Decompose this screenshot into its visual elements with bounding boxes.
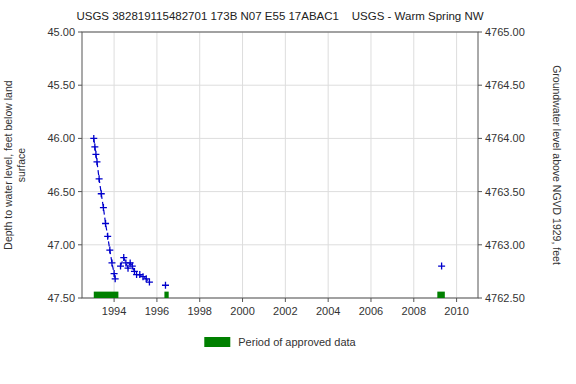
tick-label-x: 2002 [273, 305, 297, 317]
tick-label-y2: 4763.00 [485, 239, 525, 251]
tick-x [413, 298, 414, 302]
tick-label-y: 45.50 [47, 79, 75, 91]
tick-label-y2: 4764.50 [485, 79, 525, 91]
y-axis-label-line: Depth to water level, feet below land [2, 80, 14, 249]
tick-y [78, 32, 82, 33]
tick-label-y: 46.00 [47, 132, 75, 144]
point-marker [98, 190, 105, 197]
tick-label-x: 2010 [444, 305, 468, 317]
point-marker [146, 279, 153, 286]
grid-line-x [114, 32, 115, 298]
tick-label-y: 46.50 [47, 186, 75, 198]
grid-line-x [456, 32, 457, 298]
tick-y [78, 298, 82, 299]
approved-period-bar [94, 292, 119, 298]
point-marker [111, 270, 118, 277]
tick-y2 [478, 298, 482, 299]
point-marker [104, 233, 111, 240]
tick-x [328, 298, 329, 302]
series-line [94, 138, 115, 278]
grid-line-y [82, 191, 478, 192]
y-axis-label: Depth to water level, feet below landsur… [2, 80, 27, 249]
tick-y2 [478, 244, 482, 245]
grid-line-x [285, 32, 286, 298]
point-marker [162, 282, 169, 289]
grid-line-x [242, 32, 243, 298]
tick-x [285, 298, 286, 302]
point-marker [92, 151, 99, 158]
grid-line-x [328, 32, 329, 298]
point-marker [102, 220, 109, 227]
approved-period-bar [164, 292, 168, 298]
grid-line-y [82, 244, 478, 245]
point-marker [100, 204, 107, 211]
tick-x [370, 298, 371, 302]
tick-label-y: 45.00 [47, 26, 75, 38]
tick-label-x: 2000 [230, 305, 254, 317]
tick-x [199, 298, 200, 302]
tick-label-x: 1998 [187, 305, 211, 317]
point-marker [108, 259, 115, 266]
tick-label-y: 47.00 [47, 239, 75, 251]
grid-line-x [413, 32, 414, 298]
tick-label-y2: 4763.50 [485, 186, 525, 198]
tick-label-y2: 4765.00 [485, 26, 525, 38]
tick-y2 [478, 32, 482, 33]
grid-line-y [82, 138, 478, 139]
tick-label-y: 47.50 [47, 292, 75, 304]
grid-line-y [82, 85, 478, 86]
tick-x [114, 298, 115, 302]
grid-line-x [199, 32, 200, 298]
plot-data [90, 135, 445, 298]
tick-label-x: 1996 [145, 305, 169, 317]
series [162, 282, 169, 289]
tick-label-y2: 4764.00 [485, 132, 525, 144]
tick-label-x: 2008 [402, 305, 426, 317]
chart: 1994 1996 1998 2000 2002 2004 2006 2008 2010 45.0… [0, 0, 576, 384]
y2-axis-label: Groundwater level above NGVD 1929, feet [551, 65, 563, 265]
series [90, 135, 118, 282]
point-marker [117, 263, 124, 270]
plot-frame [82, 32, 478, 298]
approved-period-bar [437, 292, 444, 298]
tick-y2 [478, 85, 482, 86]
point-marker [143, 275, 150, 282]
title: USGS 382819115482701 173B N07 E55 17ABAC… [76, 10, 483, 22]
tick-label-x: 2004 [316, 305, 340, 317]
grid-line-x [156, 32, 157, 298]
tick-y [78, 138, 82, 139]
tick-y [78, 244, 82, 245]
legend-label: Period of approved data [238, 336, 356, 348]
approved-periods [94, 292, 445, 298]
tick-label-x: 2006 [359, 305, 383, 317]
series [438, 263, 445, 270]
grid [82, 32, 478, 298]
grid-line-x [370, 32, 371, 298]
tick-x [156, 298, 157, 302]
y-axis-label-line: surface [15, 148, 27, 183]
axes: 1994 1996 1998 2000 2002 2004 2006 2008 2010 45.0… [47, 26, 524, 317]
tick-y2 [478, 191, 482, 192]
series [117, 254, 153, 285]
tick-y [78, 85, 82, 86]
tick-y [78, 191, 82, 192]
series-line [121, 258, 150, 282]
point-marker [112, 275, 119, 282]
point-marker [93, 158, 100, 165]
point-marker [91, 143, 98, 150]
legend: Period of approved data [204, 336, 356, 348]
legend-swatch [204, 337, 230, 347]
tick-label-y2: 4762.50 [485, 292, 525, 304]
tick-label-x: 1994 [102, 305, 126, 317]
tick-y2 [478, 138, 482, 139]
tick-x [456, 298, 457, 302]
point-marker [90, 135, 97, 142]
point-marker [106, 247, 113, 254]
point-marker [438, 263, 445, 270]
point-marker [96, 175, 103, 182]
tick-x [242, 298, 243, 302]
